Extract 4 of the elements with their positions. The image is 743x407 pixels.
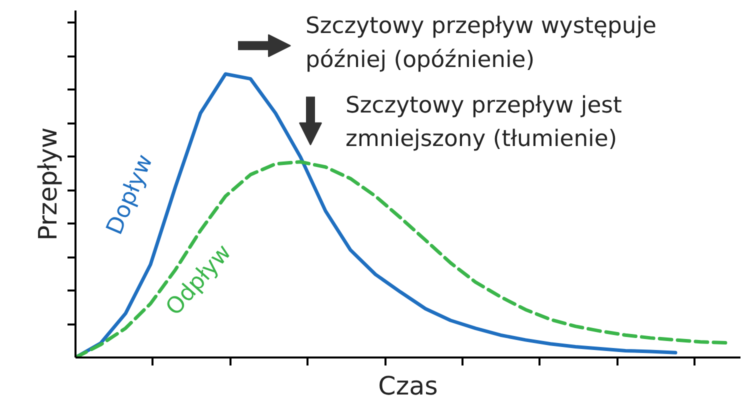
y-axis-title: Przepływ: [32, 127, 62, 241]
x-axis-title: Czas: [378, 370, 438, 400]
text: Szczytowy przepływ występuje później (opóźnienie): [306, 13, 656, 73]
annotation: Szczytowy przepływ jest zmniejszony (tłumienie): [346, 92, 622, 152]
